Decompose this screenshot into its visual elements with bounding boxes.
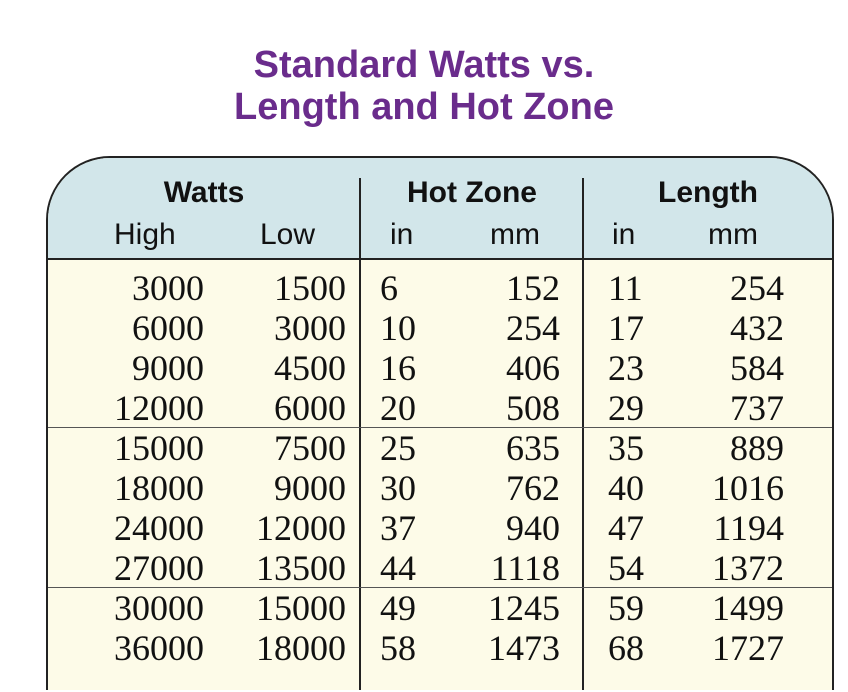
cell-high: 27000 [114,548,204,588]
cell-low: 6000 [274,388,346,428]
cell-hotzone-in: 49 [380,588,416,628]
cell-length-in: 47 [608,508,644,548]
cell-high: 24000 [114,508,204,548]
cell-length-in: 29 [608,388,644,428]
cell-low: 7500 [274,428,346,468]
cell-hotzone-mm: 762 [506,468,560,508]
cell-high: 3000 [132,268,204,308]
cell-high: 9000 [132,348,204,388]
cell-low: 12000 [256,508,346,548]
cell-hotzone-in: 58 [380,628,416,668]
cell-hotzone-in: 6 [380,268,398,308]
divider-watts-hotzone [359,178,361,690]
cell-length-in: 59 [608,588,644,628]
cell-length-mm: 889 [730,428,784,468]
cell-length-mm: 254 [730,268,784,308]
header-watts: Watts [163,176,245,209]
header-high: High [114,218,176,251]
cell-high: 6000 [132,308,204,348]
cell-length-in: 54 [608,548,644,588]
cell-low: 9000 [274,468,346,508]
cell-low: 13500 [256,548,346,588]
header-length-in: in [612,218,636,251]
row-group-divider-2 [48,587,832,588]
cell-length-mm: 1499 [712,588,784,628]
cell-hotzone-in: 25 [380,428,416,468]
cell-low: 15000 [256,588,346,628]
cell-hotzone-in: 30 [380,468,416,508]
cell-low: 4500 [274,348,346,388]
cell-hotzone-mm: 508 [506,388,560,428]
row-group-divider-1 [48,427,832,428]
cell-hotzone-mm: 406 [506,348,560,388]
header-length: Length [658,176,758,209]
cell-high: 18000 [114,468,204,508]
cell-low: 18000 [256,628,346,668]
header-length-mm: mm [708,218,758,251]
page-title: Standard Watts vs. Length and Hot Zone [0,44,848,128]
title-line-1: Standard Watts vs. [253,44,595,86]
cell-hotzone-in: 37 [380,508,416,548]
divider-hotzone-length [582,178,584,690]
title-line-2: Length and Hot Zone [234,86,614,128]
cell-high: 12000 [114,388,204,428]
cell-length-mm: 1194 [713,508,784,548]
header-hot-zone: Hot Zone [407,176,537,209]
cell-hotzone-mm: 254 [506,308,560,348]
cell-hotzone-in: 20 [380,388,416,428]
cell-length-in: 40 [608,468,644,508]
cell-hotzone-mm: 152 [506,268,560,308]
cell-length-mm: 584 [730,348,784,388]
cell-high: 15000 [114,428,204,468]
cell-hotzone-in: 10 [380,308,416,348]
cell-low: 1500 [274,268,346,308]
cell-length-in: 68 [608,628,644,668]
cell-length-in: 35 [608,428,644,468]
cell-hotzone-mm: 1473 [488,628,560,668]
cell-length-mm: 432 [730,308,784,348]
cell-length-in: 23 [608,348,644,388]
cell-hotzone-in: 44 [380,548,416,588]
cell-length-mm: 737 [730,388,784,428]
cell-high: 30000 [114,588,204,628]
cell-length-mm: 1016 [712,468,784,508]
cell-hotzone-mm: 1245 [488,588,560,628]
cell-hotzone-in: 16 [380,348,416,388]
header-hot-zone-mm: mm [490,218,540,251]
cell-hotzone-mm: 940 [506,508,560,548]
cell-low: 3000 [274,308,346,348]
cell-hotzone-mm: 1118 [490,548,560,588]
cell-length-mm: 1372 [712,548,784,588]
header-hot-zone-in: in [390,218,414,251]
header-low: Low [260,218,316,251]
cell-length-in: 17 [608,308,644,348]
cell-length-in: 11 [608,268,643,308]
cell-high: 36000 [114,628,204,668]
cell-length-mm: 1727 [712,628,784,668]
cell-hotzone-mm: 635 [506,428,560,468]
table-header: Watts Hot Zone Length High Low in mm in … [48,158,832,260]
watts-table: Watts Hot Zone Length High Low in mm in … [46,156,834,690]
